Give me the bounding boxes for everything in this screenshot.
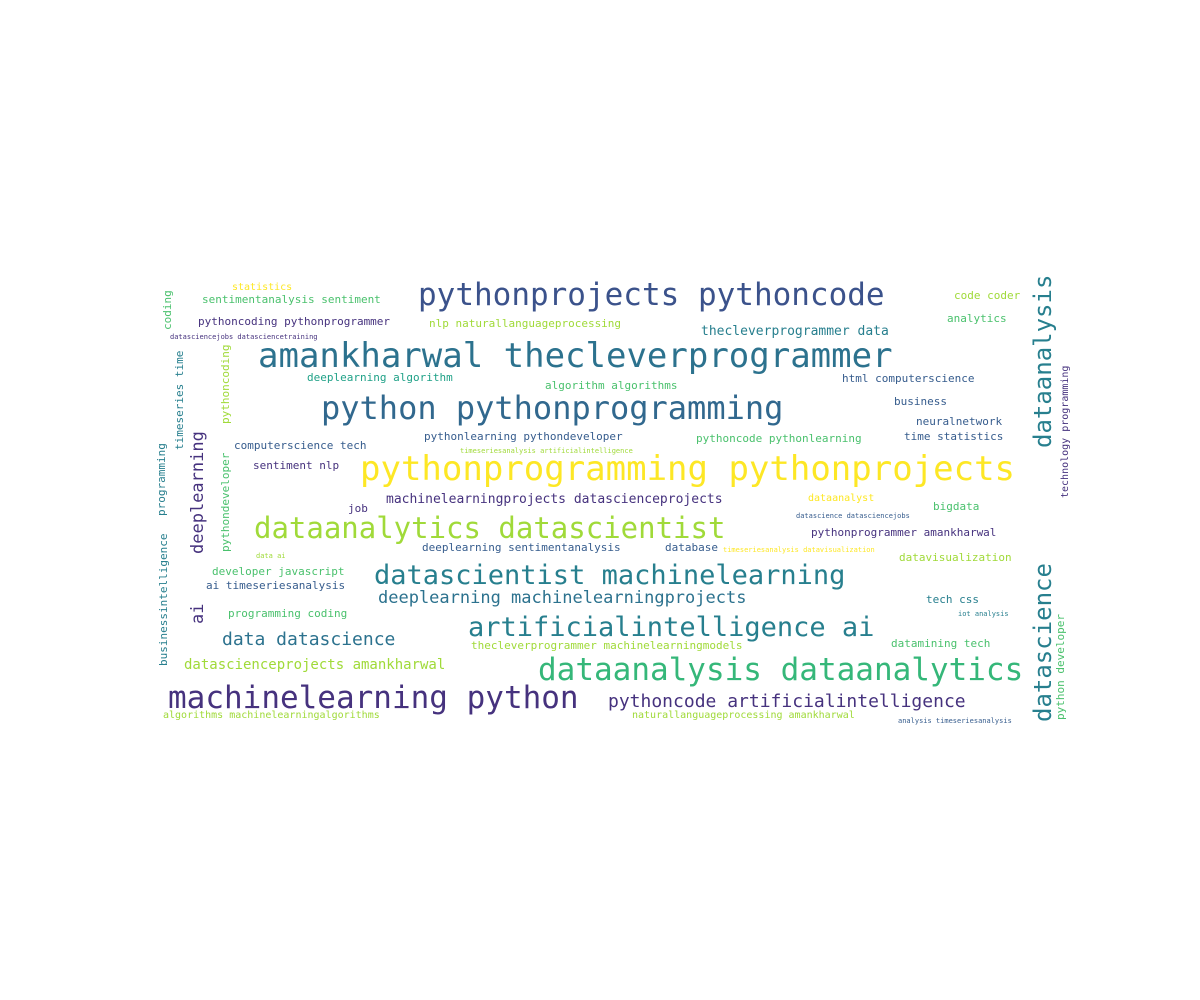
word: pythoncoding pythonprogrammer [198, 315, 391, 328]
word: job [348, 502, 368, 515]
word: pythoncoding [219, 344, 232, 424]
word: timeseries time [173, 350, 186, 450]
word: coding [161, 290, 174, 330]
word: datascience [1029, 563, 1057, 722]
word: dataanalyst [808, 493, 875, 504]
word: computerscience tech [234, 439, 367, 452]
word: deeplearning algorithm [307, 371, 453, 384]
word: pythonlearning pythondeveloper [424, 430, 623, 443]
word: datavisualization [899, 551, 1012, 564]
word: pythonprogramming pythonprojects [360, 449, 1016, 489]
word: time statistics [904, 430, 1004, 443]
word: datamining tech [891, 637, 991, 650]
word: neuralnetwork [916, 415, 1003, 428]
word: developer javascript [212, 565, 345, 578]
word: business [894, 395, 947, 408]
word: data ai [256, 552, 286, 560]
word: machinelearning python [168, 680, 579, 716]
word: code coder [954, 289, 1021, 302]
word: artificialintelligence ai [468, 612, 875, 643]
word: ai timeseriesanalysis [206, 579, 346, 592]
word: deeplearning sentimentanalysis [422, 541, 621, 554]
word: businessintelligence [157, 533, 170, 666]
word: pythonprojects pythoncode [418, 277, 885, 313]
word: analytics [947, 312, 1007, 325]
word: thecleverprogrammer machinelearningmodel… [471, 639, 743, 652]
word: timeseriesanalysis artificialintelligenc… [460, 447, 633, 455]
word: datascientist machinelearning [374, 560, 846, 591]
word: pythondeveloper [219, 452, 232, 552]
word-cloud: statistics coding sentimentanalysis sent… [150, 270, 1080, 730]
word: programming coding [228, 607, 348, 620]
word: programming [155, 443, 168, 516]
word: amankharwal thecleverprogrammer [258, 336, 893, 376]
word: dataanalysis dataanalytics [538, 652, 1024, 688]
word: datascienceprojects amankharwal [184, 657, 446, 673]
word: algorithms machinelearningalgorithms [163, 710, 380, 721]
word: algorithm algorithms [545, 379, 678, 392]
word: sentimentanalysis sentiment [202, 293, 381, 306]
word: analysis timeseriesanalysis [898, 717, 1012, 725]
word: ai [188, 603, 208, 624]
word: technology programming [1060, 365, 1071, 498]
word: bigdata [933, 500, 980, 513]
word: data datascience [222, 629, 396, 650]
word: iot analysis [958, 610, 1009, 618]
word: tech css [926, 593, 979, 606]
word: python developer [1054, 614, 1067, 720]
word: nlp naturallanguageprocessing [429, 317, 622, 330]
word: sentiment nlp [253, 459, 340, 472]
word: pythonprogrammer amankharwal [811, 526, 997, 539]
word: machinelearningprojects datascienceproje… [386, 492, 723, 507]
word: html computerscience [842, 372, 975, 385]
word: database [665, 541, 718, 554]
word: dataanalysis [1029, 274, 1057, 448]
word: pythoncode artificialintelligence [608, 691, 966, 712]
word: thecleverprogrammer data [701, 324, 889, 339]
word: datasciencejobs datasciencetraining [170, 333, 318, 341]
word: timeseriesanalysis datavisualization [723, 546, 875, 554]
word: deeplearning [188, 431, 208, 554]
word: dataanalytics datascientist [254, 511, 726, 545]
word: pythoncode pythonlearning [696, 432, 862, 445]
word: statistics [232, 282, 293, 293]
word: python pythonprogramming [321, 389, 784, 427]
word: deeplearning machinelearningprojects [378, 588, 747, 608]
word: naturallanguageprocessing amankharwal [632, 710, 855, 721]
word: datascience datasciencejobs [796, 512, 910, 520]
